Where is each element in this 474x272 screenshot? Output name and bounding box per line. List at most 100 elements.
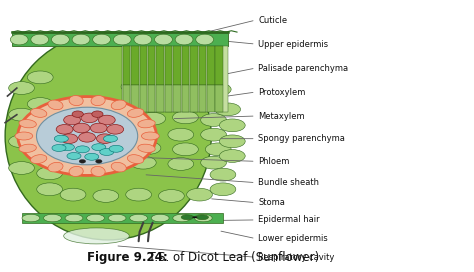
Ellipse shape [93, 34, 110, 45]
Circle shape [91, 123, 107, 133]
Bar [148, 46, 155, 85]
Ellipse shape [192, 217, 197, 218]
Ellipse shape [60, 188, 86, 201]
Ellipse shape [151, 214, 169, 222]
Bar [182, 85, 189, 112]
Text: T.S. of Dicot Leaf (Sunflower): T.S. of Dicot Leaf (Sunflower) [141, 251, 319, 264]
Text: Bundle sheath: Bundle sheath [258, 178, 319, 187]
Ellipse shape [37, 167, 63, 180]
Ellipse shape [130, 156, 156, 169]
Ellipse shape [111, 162, 126, 172]
Ellipse shape [155, 34, 173, 45]
Bar [173, 85, 181, 112]
Text: Stoma: Stoma [258, 198, 285, 207]
Ellipse shape [135, 142, 161, 154]
Ellipse shape [210, 183, 236, 196]
Bar [216, 46, 223, 85]
Ellipse shape [196, 94, 222, 106]
Ellipse shape [175, 34, 193, 45]
Ellipse shape [64, 228, 129, 244]
Ellipse shape [149, 78, 175, 90]
Ellipse shape [19, 120, 36, 128]
Ellipse shape [52, 144, 66, 152]
Ellipse shape [205, 143, 231, 156]
Text: Spongy parenchyma: Spongy parenchyma [258, 134, 345, 143]
Ellipse shape [138, 144, 155, 152]
Ellipse shape [219, 119, 245, 132]
Ellipse shape [158, 190, 184, 202]
Ellipse shape [44, 214, 61, 222]
Ellipse shape [60, 144, 74, 151]
Ellipse shape [130, 214, 147, 222]
Bar [165, 46, 173, 85]
Ellipse shape [173, 143, 198, 156]
Ellipse shape [215, 103, 240, 116]
Ellipse shape [111, 100, 126, 110]
Bar [207, 85, 215, 112]
Ellipse shape [219, 150, 245, 162]
Ellipse shape [130, 127, 156, 140]
Bar [123, 46, 130, 85]
Bar [173, 46, 181, 85]
Circle shape [98, 115, 115, 125]
Ellipse shape [85, 153, 99, 160]
Circle shape [96, 159, 102, 163]
Bar [199, 46, 206, 85]
Ellipse shape [128, 109, 144, 117]
Ellipse shape [173, 111, 198, 124]
Bar [12, 33, 228, 46]
Ellipse shape [65, 214, 83, 222]
Bar [182, 46, 189, 85]
Circle shape [107, 125, 124, 134]
Circle shape [64, 115, 81, 125]
Ellipse shape [201, 128, 227, 141]
Ellipse shape [9, 135, 35, 148]
Bar [190, 46, 198, 85]
Text: Metaxylem: Metaxylem [258, 112, 305, 120]
Ellipse shape [31, 34, 49, 45]
Ellipse shape [205, 83, 231, 96]
Circle shape [79, 159, 86, 163]
Ellipse shape [128, 155, 144, 163]
Bar [21, 213, 223, 222]
Ellipse shape [134, 34, 152, 45]
Bar [131, 85, 138, 112]
Ellipse shape [201, 114, 227, 126]
Ellipse shape [92, 144, 106, 151]
Bar [207, 46, 215, 85]
Ellipse shape [48, 162, 63, 172]
Bar [122, 46, 228, 112]
Ellipse shape [30, 109, 47, 117]
Bar [156, 46, 164, 85]
Ellipse shape [9, 162, 35, 174]
Circle shape [92, 111, 103, 117]
Ellipse shape [168, 92, 194, 105]
Circle shape [79, 132, 96, 142]
Ellipse shape [196, 215, 209, 220]
Circle shape [81, 113, 98, 123]
Bar [139, 85, 147, 112]
Circle shape [18, 97, 156, 175]
Ellipse shape [135, 94, 161, 106]
Ellipse shape [141, 132, 159, 140]
Text: Palisade parenchyma: Palisade parenchyma [258, 64, 348, 73]
Bar [139, 46, 147, 85]
Ellipse shape [67, 153, 81, 159]
Text: Phloem: Phloem [258, 157, 290, 166]
Ellipse shape [181, 215, 193, 220]
Ellipse shape [69, 95, 83, 106]
Bar [131, 46, 138, 85]
Ellipse shape [72, 34, 90, 45]
Ellipse shape [30, 155, 47, 163]
Text: Lower epidermis: Lower epidermis [258, 234, 328, 243]
Text: Protoxylem: Protoxylem [258, 88, 305, 97]
Ellipse shape [27, 71, 53, 84]
Ellipse shape [196, 34, 214, 45]
Bar [190, 85, 198, 112]
Ellipse shape [9, 82, 35, 94]
Ellipse shape [194, 214, 212, 222]
Ellipse shape [15, 132, 33, 140]
Ellipse shape [22, 214, 40, 222]
Ellipse shape [87, 214, 104, 222]
Ellipse shape [219, 135, 245, 148]
